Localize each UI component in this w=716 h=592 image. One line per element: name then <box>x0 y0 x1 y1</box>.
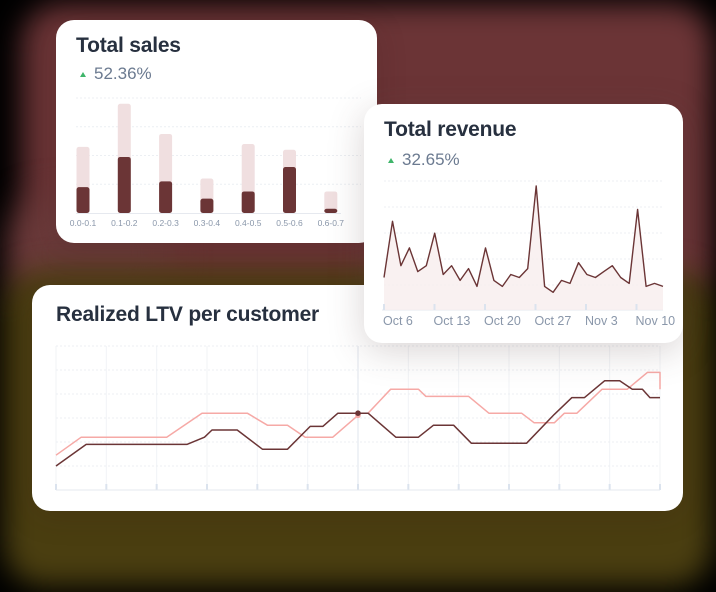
bar-realized[interactable] <box>283 167 296 213</box>
x-tick-label: Nov 3 <box>585 314 618 328</box>
x-tick-label: 0.0-0.1 <box>70 218 97 228</box>
x-tick-label: 0.1-0.2 <box>111 218 138 228</box>
revenue-area-chart: Oct 6 Oct 13 Oct 20 Oct 27 Nov 3 Nov 10 <box>382 180 676 328</box>
ltv-line-projected[interactable] <box>55 371 661 456</box>
bar-total[interactable] <box>324 191 338 213</box>
x-tick-label: 0.5-0.6 <box>276 218 303 228</box>
ltv-line-realized[interactable] <box>55 380 660 467</box>
card-title: Total revenue <box>384 118 517 141</box>
x-tick-label: Oct 13 <box>434 314 471 328</box>
delta-indicator: 32.65% <box>388 150 460 170</box>
revenue-area <box>384 185 663 310</box>
total-sales-card: Total sales 52.36% 0.0-0.1 0.1-0.2 0.2-0.3… <box>56 20 377 243</box>
delta-indicator: 52.36% <box>80 64 152 84</box>
card-title: Total sales <box>76 34 181 57</box>
bar-realized[interactable] <box>76 187 90 213</box>
x-tick-label: Oct 20 <box>484 314 521 328</box>
x-tick-label: 0.2-0.3 <box>152 218 179 228</box>
bar-realized[interactable] <box>241 191 255 213</box>
x-tick-label: Oct 27 <box>535 314 572 328</box>
sales-bar-chart: 0.0-0.1 0.1-0.2 0.2-0.3 0.3-0.4 0.4-0.5 0.5-0… <box>70 97 361 228</box>
hover-point-marker <box>355 410 361 416</box>
delta-value: 32.65% <box>402 150 460 169</box>
card-title: Realized LTV per customer <box>56 303 320 326</box>
bar-realized[interactable] <box>159 181 173 213</box>
x-tick-label: 0.6-0.7 <box>318 218 345 228</box>
revenue-line <box>383 185 664 293</box>
bar-realized[interactable] <box>117 156 131 213</box>
x-tick-label: Oct 6 <box>383 314 413 328</box>
x-tick-label: 0.4-0.5 <box>235 218 262 228</box>
delta-value: 52.36% <box>94 64 152 83</box>
x-tick-label: Nov 10 <box>636 314 676 328</box>
ltv-line-chart[interactable] <box>32 285 683 511</box>
triangle-up-icon <box>80 71 86 77</box>
bar-realized[interactable] <box>324 208 338 213</box>
triangle-up-icon <box>388 157 394 163</box>
bar-realized[interactable] <box>200 198 214 213</box>
x-tick-label: 0.3-0.4 <box>194 218 221 228</box>
total-revenue-card: Total revenue 32.65% Oct 6 Oct 13 Oct 20 Oc… <box>364 104 683 343</box>
